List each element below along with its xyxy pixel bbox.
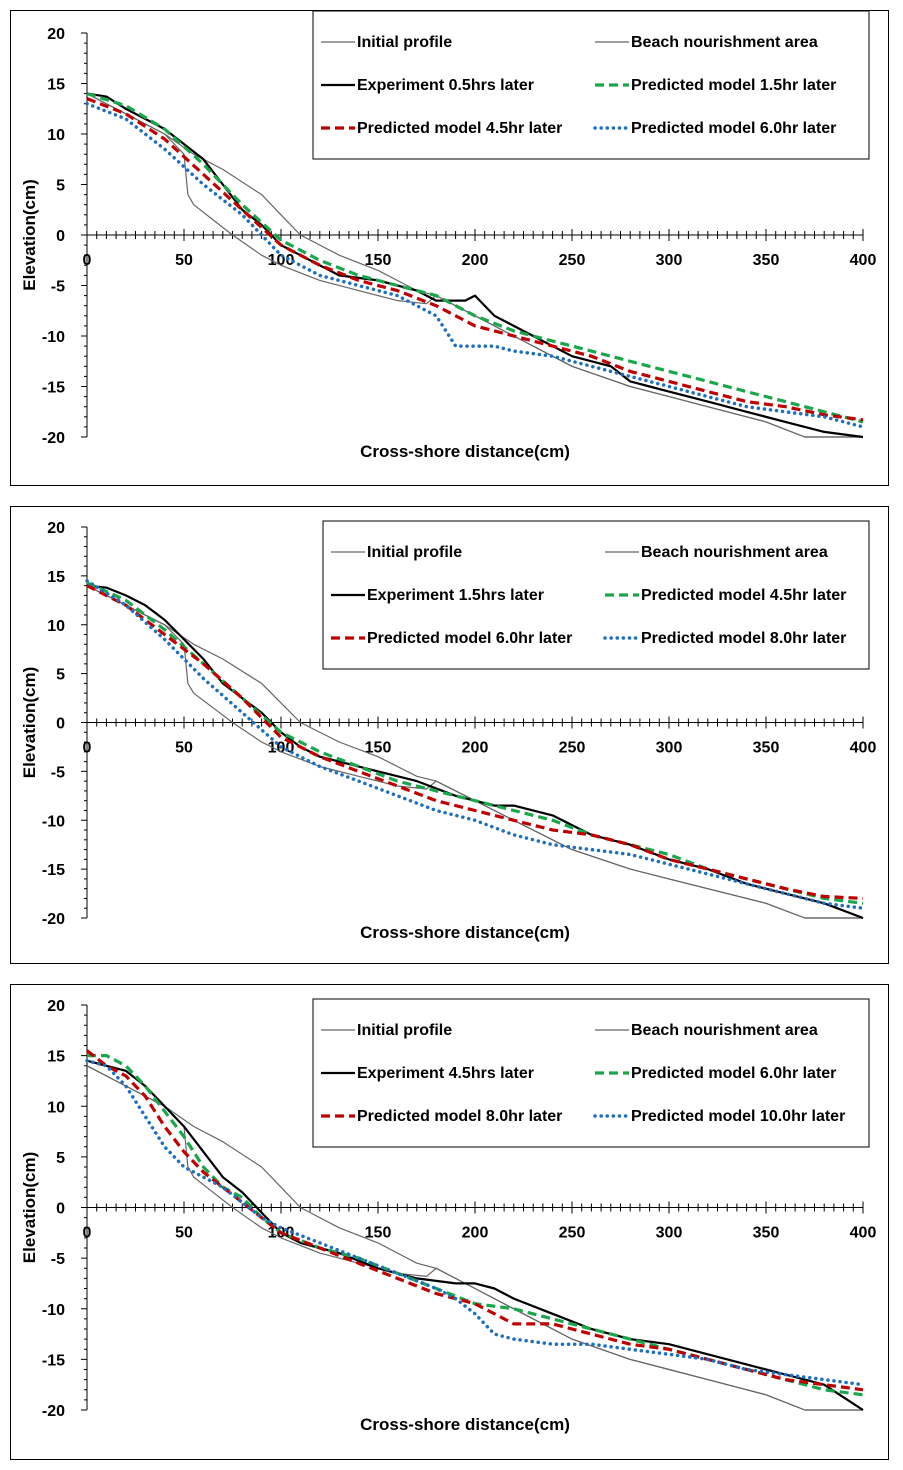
legend-label-predicted-model-10-0hr-later: Predicted model 10.0hr later [631, 1108, 845, 1125]
series-line-beach-nourishment-area [86, 585, 863, 919]
legend-label-beach-nourishment-area: Beach nourishment area [641, 544, 828, 561]
x-tick-label: 400 [850, 1225, 877, 1242]
x-tick-label: 0 [83, 252, 92, 269]
legend-label-predicted-model-6-0hr-later: Predicted model 6.0hr later [631, 1065, 836, 1082]
series-line-predicted-model-1-5hr-later [86, 92, 864, 424]
legend-label-initial-profile: Initial profile [367, 544, 462, 561]
y-tick-label: 15 [47, 569, 65, 586]
x-tick-label: 0 [83, 1225, 92, 1242]
x-tick-label: 50 [175, 740, 193, 757]
legend-label-beach-nourishment-area: Beach nourishment area [631, 34, 818, 51]
x-tick-label: 200 [462, 252, 489, 269]
chart-panel-1: 20 15 10 5 0 -5 -10 -15 -20 0 50 100 150 200 250 300 350… [10, 10, 889, 486]
x-tick-label: 150 [365, 252, 392, 269]
y-tick-label: 15 [47, 77, 65, 94]
x-tick-label: 100 [268, 252, 295, 269]
y-tick-label: 0 [56, 716, 65, 733]
legend-box [312, 998, 870, 1148]
x-tick-label: 300 [656, 740, 683, 757]
series-line-predicted-model-8-0hr-later [85, 579, 865, 910]
series-line-experiment-4-5hrs-later [86, 1059, 864, 1411]
y-tick-label: 0 [56, 1201, 65, 1218]
y-tick-label: 5 [56, 1150, 65, 1167]
y-tick-label: 5 [56, 667, 65, 684]
y-tick-label: 20 [47, 520, 65, 537]
x-tick-label: 250 [559, 740, 586, 757]
legend-label-experiment-1-5hrs-later: Experiment 1.5hrs later [367, 587, 544, 604]
legend-label-predicted-model-8-0hr-later: Predicted model 8.0hr later [641, 630, 846, 647]
legend-label-predicted-model-4-5hr-later: Predicted model 4.5hr later [641, 587, 846, 604]
x-tick-label: 150 [365, 740, 392, 757]
y-axis-title: Elevation(cm) [20, 1152, 39, 1263]
x-tick-label: 250 [559, 1225, 586, 1242]
x-tick-label: 50 [175, 1225, 193, 1242]
y-tick-label: -20 [42, 1403, 65, 1420]
y-tick-label: 20 [47, 998, 65, 1015]
x-tick-label: 50 [175, 252, 193, 269]
series-line-predicted-model-6-0hr-later [85, 101, 865, 429]
legend-label-predicted-model-6-0hr-later: Predicted model 6.0hr later [631, 120, 836, 137]
legend: Initial profile Beach nourishment area Exp… [312, 998, 870, 1148]
y-tick-label: -5 [51, 764, 65, 781]
y-tick-label: 5 [56, 178, 65, 195]
legend-label-predicted-model-6-0hr-later: Predicted model 6.0hr later [367, 630, 572, 647]
x-tick-label: 350 [753, 252, 780, 269]
y-axis-title: Elevation(cm) [20, 667, 39, 778]
legend-label-experiment-4-5hrs-later: Experiment 4.5hrs later [357, 1065, 534, 1082]
y-tick-label: -10 [42, 1302, 65, 1319]
x-axis-title: Cross-shore distance(cm) [360, 442, 570, 461]
y-tick-label: 10 [47, 1099, 65, 1116]
legend-label-beach-nourishment-area: Beach nourishment area [631, 1022, 818, 1039]
y-tick-label: -15 [42, 1352, 65, 1369]
y-tick-label: 10 [47, 127, 65, 144]
x-tick-label: 250 [559, 252, 586, 269]
x-tick-label: 150 [365, 1225, 392, 1242]
legend-label-predicted-model-1-5hr-later: Predicted model 1.5hr later [631, 77, 836, 94]
series-line-predicted-model-8-0hr-later [86, 1049, 864, 1392]
x-tick-label: 0 [83, 740, 92, 757]
legend-label-initial-profile: Initial profile [357, 34, 452, 51]
legend-label-initial-profile: Initial profile [357, 1022, 452, 1039]
x-tick-label: 300 [656, 1225, 683, 1242]
y-tick-label: -15 [42, 380, 65, 397]
y-tick-label: -20 [42, 911, 65, 928]
series-line-predicted-model-4-5hr-later [86, 97, 864, 422]
x-tick-label: 200 [462, 1225, 489, 1242]
series-line-predicted-model-6-0hr-later [86, 584, 864, 900]
y-tick-label: -15 [42, 862, 65, 879]
legend-label-experiment-0-5hrs-later: Experiment 0.5hrs later [357, 77, 534, 94]
legend-label-predicted-model-8-0hr-later: Predicted model 8.0hr later [357, 1108, 562, 1125]
legend: Initial profile Beach nourishment area Exp… [312, 11, 870, 160]
x-tick-label: 200 [462, 740, 489, 757]
x-axis-title: Cross-shore distance(cm) [360, 923, 570, 942]
x-tick-label: 400 [850, 740, 877, 757]
y-tick-label: 15 [47, 1049, 65, 1066]
series-line-beach-nourishment-area [86, 93, 863, 438]
y-tick-label: -5 [51, 1251, 65, 1268]
x-tick-label: 400 [850, 252, 877, 269]
x-tick-label: 350 [753, 740, 780, 757]
y-tick-label: 20 [47, 26, 65, 43]
chart-panel-2: 20 15 10 5 0 -5 -10 -15 -20 0 50 100 150 200 250 300 350… [10, 506, 889, 964]
legend: Initial profile Beach nourishment area Exp… [322, 520, 870, 670]
x-tick-label: 300 [656, 252, 683, 269]
x-axis-title: Cross-shore distance(cm) [360, 1415, 570, 1434]
series-line-predicted-model-6-0hr-later [87, 1053, 864, 1397]
legend-box [312, 11, 870, 160]
legend-box [322, 520, 870, 670]
y-tick-label: -5 [51, 279, 65, 296]
x-tick-label: 350 [753, 1225, 780, 1242]
legend-label-predicted-model-4-5hr-later: Predicted model 4.5hr later [357, 120, 562, 137]
series-line-predicted-model-10-0hr-later [85, 1058, 865, 1387]
y-tick-label: 10 [47, 618, 65, 635]
chart-panel-3: 20 15 10 5 0 -5 -10 -15 -20 0 50 100 150 200 250 300 350… [10, 984, 889, 1460]
y-tick-label: 0 [56, 228, 65, 245]
y-tick-label: -20 [42, 430, 65, 447]
y-axis-title: Elevation(cm) [20, 179, 39, 290]
y-tick-label: -10 [42, 813, 65, 830]
y-tick-label: -10 [42, 329, 65, 346]
